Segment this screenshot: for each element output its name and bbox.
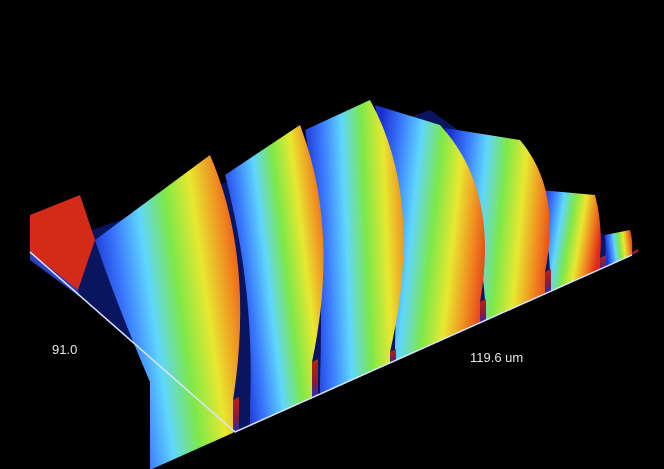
ridge-cliff	[390, 349, 396, 363]
ridge-cliff	[480, 299, 486, 323]
ridge-cliff	[312, 359, 318, 398]
surface-ridge	[375, 105, 485, 361]
surface-ridge	[95, 155, 241, 469]
surface-ridge	[305, 100, 404, 395]
surface-ridge	[225, 125, 324, 426]
ridge-cliff	[632, 249, 638, 255]
surface-ridge	[540, 190, 601, 292]
ridge-cliff	[545, 269, 551, 294]
surface-left-ridge	[30, 195, 95, 290]
y-axis-label: 91.0	[52, 342, 78, 357]
ridge-cliff	[233, 397, 239, 433]
x-axis-label: 119.6 um	[470, 350, 524, 365]
ridge-cliff	[600, 255, 606, 270]
base-axis-lines	[29, 251, 633, 433]
